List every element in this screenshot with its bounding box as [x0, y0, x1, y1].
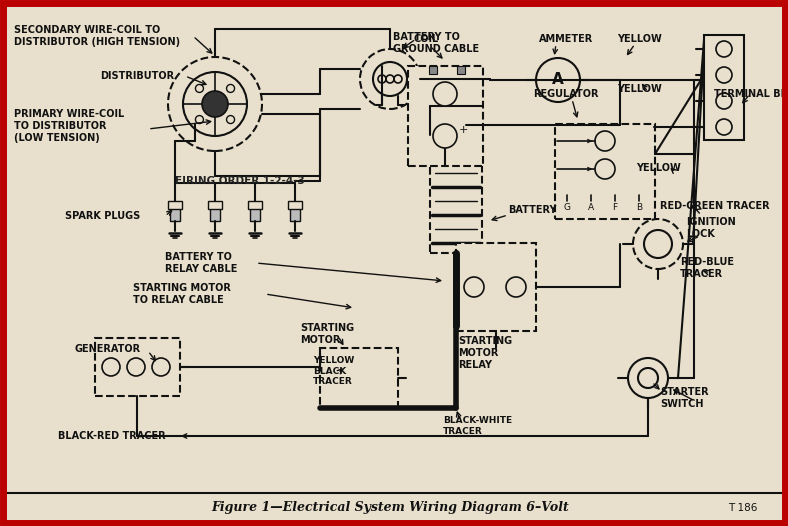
- Circle shape: [633, 219, 683, 269]
- Circle shape: [102, 358, 120, 376]
- Circle shape: [716, 119, 732, 135]
- Circle shape: [227, 85, 235, 93]
- Circle shape: [628, 358, 668, 398]
- Circle shape: [360, 49, 420, 109]
- Bar: [208, 201, 222, 209]
- Circle shape: [433, 124, 457, 148]
- Text: Figure 1—Electrical System Wiring Diagram 6–Volt: Figure 1—Electrical System Wiring Diagra…: [211, 501, 569, 514]
- Text: +: +: [459, 125, 468, 135]
- Text: YELLOW: YELLOW: [636, 163, 681, 173]
- Text: GENERATOR: GENERATOR: [75, 344, 141, 354]
- Circle shape: [464, 277, 484, 297]
- Text: AMMETER: AMMETER: [539, 34, 593, 44]
- Bar: [248, 201, 262, 209]
- Circle shape: [227, 116, 235, 124]
- Bar: [408, 66, 483, 166]
- Text: DISTRIBUTOR: DISTRIBUTOR: [100, 71, 174, 81]
- Text: STARTING MOTOR
TO RELAY CABLE: STARTING MOTOR TO RELAY CABLE: [133, 283, 231, 305]
- Circle shape: [195, 116, 203, 124]
- Bar: [288, 201, 302, 209]
- Text: SPARK PLUGS: SPARK PLUGS: [65, 211, 140, 221]
- Text: SECONDARY WIRE-COIL TO
DISTRIBUTOR (HIGH TENSION): SECONDARY WIRE-COIL TO DISTRIBUTOR (HIGH…: [14, 25, 180, 47]
- Text: STARTER
SWITCH: STARTER SWITCH: [660, 387, 708, 409]
- Circle shape: [195, 85, 203, 93]
- Bar: [457, 66, 465, 74]
- Text: A: A: [588, 203, 594, 211]
- Circle shape: [716, 93, 732, 109]
- Bar: [168, 201, 182, 209]
- Bar: [320, 348, 398, 408]
- Text: G: G: [563, 203, 571, 211]
- Bar: [210, 203, 220, 221]
- Text: IGNITION
LOCK: IGNITION LOCK: [686, 217, 736, 239]
- Text: STARTING
MOTOR: STARTING MOTOR: [300, 323, 354, 345]
- Text: BATTERY TO
RELAY CABLE: BATTERY TO RELAY CABLE: [165, 252, 237, 274]
- Bar: [555, 124, 655, 219]
- Circle shape: [183, 72, 247, 136]
- Text: COIL: COIL: [414, 34, 439, 44]
- Bar: [429, 66, 437, 74]
- Text: REGULATOR: REGULATOR: [533, 89, 599, 99]
- Text: RED-BLUE
TRACER: RED-BLUE TRACER: [680, 257, 734, 279]
- Text: YELLOW: YELLOW: [617, 34, 662, 44]
- Text: F: F: [612, 203, 618, 211]
- Bar: [456, 243, 536, 331]
- Circle shape: [716, 41, 732, 57]
- Circle shape: [536, 58, 580, 102]
- Bar: [250, 203, 260, 221]
- Bar: [95, 338, 180, 396]
- Text: B: B: [636, 203, 642, 211]
- Bar: [4, 494, 784, 522]
- Circle shape: [152, 358, 170, 376]
- Text: RED-GREEN TRACER: RED-GREEN TRACER: [660, 201, 770, 211]
- Bar: [170, 203, 180, 221]
- Circle shape: [638, 368, 658, 388]
- Circle shape: [202, 91, 228, 117]
- Circle shape: [433, 82, 457, 106]
- Bar: [430, 135, 482, 253]
- Circle shape: [506, 277, 526, 297]
- Text: YELLOW: YELLOW: [617, 84, 662, 94]
- Bar: [290, 203, 300, 221]
- Text: FIRING ORDER 1-2-4-3: FIRING ORDER 1-2-4-3: [175, 176, 305, 186]
- Text: BATTERY: BATTERY: [508, 205, 556, 215]
- Circle shape: [716, 67, 732, 83]
- Text: BLACK-RED TRACER: BLACK-RED TRACER: [58, 431, 165, 441]
- Circle shape: [373, 62, 407, 96]
- Text: YELLOW
BLACK
TRACER: YELLOW BLACK TRACER: [313, 356, 355, 386]
- Text: BLACK-WHITE
TRACER: BLACK-WHITE TRACER: [443, 416, 512, 436]
- Text: A: A: [552, 73, 564, 87]
- Text: T 186: T 186: [728, 503, 757, 513]
- Bar: [704, 35, 744, 140]
- Circle shape: [644, 230, 672, 258]
- Circle shape: [127, 358, 145, 376]
- Text: TERMINAL BLOCK: TERMINAL BLOCK: [714, 89, 788, 99]
- Text: STARTING
MOTOR
RELAY: STARTING MOTOR RELAY: [458, 337, 512, 370]
- Text: PRIMARY WIRE-COIL
TO DISTRIBUTOR
(LOW TENSION): PRIMARY WIRE-COIL TO DISTRIBUTOR (LOW TE…: [14, 109, 125, 143]
- Text: BATTERY TO
GROUND CABLE: BATTERY TO GROUND CABLE: [393, 32, 479, 54]
- Circle shape: [168, 57, 262, 151]
